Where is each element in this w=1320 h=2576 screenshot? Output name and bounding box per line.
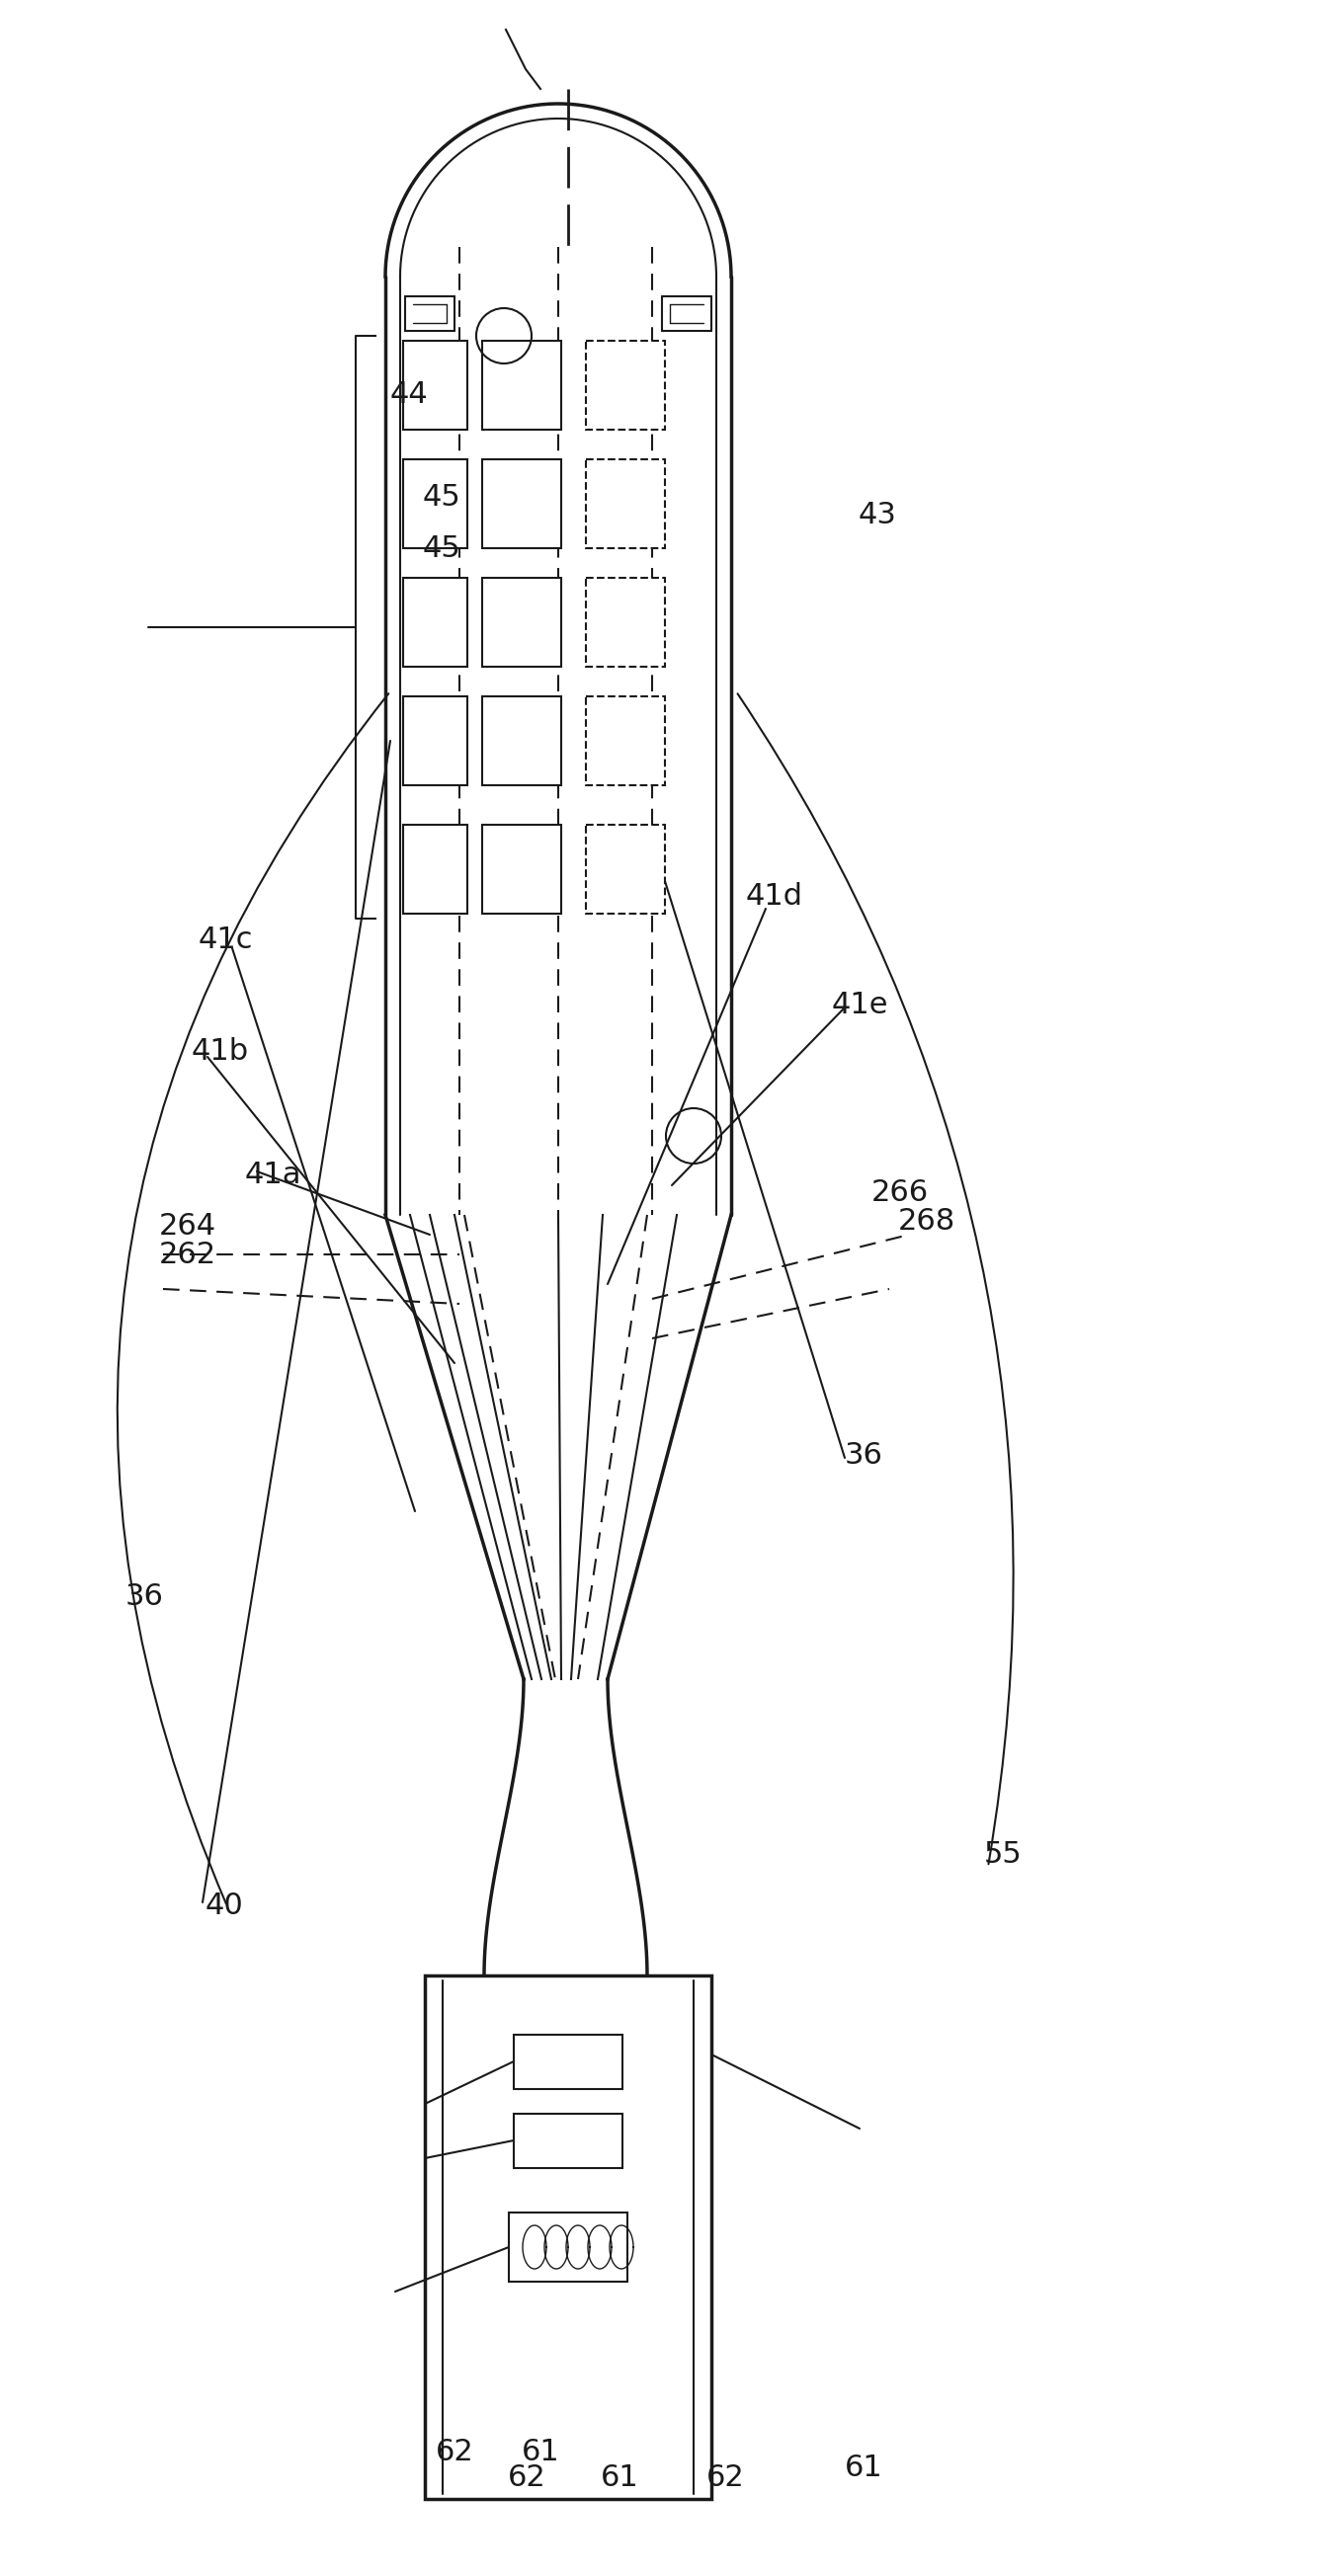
Text: 40: 40 <box>205 1891 243 1922</box>
Bar <box>508 2213 627 2282</box>
Text: 41b: 41b <box>191 1036 249 1066</box>
Bar <box>425 1976 711 2499</box>
Text: 61: 61 <box>521 2437 560 2468</box>
Text: 41c: 41c <box>198 925 253 956</box>
Text: 41e: 41e <box>832 989 888 1020</box>
Text: 264: 264 <box>158 1211 216 1242</box>
Text: 62: 62 <box>508 2463 546 2494</box>
Bar <box>586 340 665 430</box>
Text: 45: 45 <box>422 533 461 564</box>
Text: 61: 61 <box>845 2452 883 2483</box>
Text: 41d: 41d <box>746 881 803 912</box>
Bar <box>586 824 665 914</box>
Text: 45: 45 <box>422 482 461 513</box>
Bar <box>403 340 467 430</box>
Text: 36: 36 <box>125 1582 164 1613</box>
Bar <box>586 696 665 786</box>
Text: 36: 36 <box>845 1440 883 1471</box>
Text: 268: 268 <box>898 1206 956 1236</box>
Bar <box>482 459 561 549</box>
Text: 55: 55 <box>983 1839 1022 1870</box>
Bar <box>403 459 467 549</box>
Text: 43: 43 <box>858 500 896 531</box>
Bar <box>586 459 665 549</box>
Text: 41a: 41a <box>244 1159 301 1190</box>
Text: 266: 266 <box>871 1177 929 1208</box>
Bar <box>403 696 467 786</box>
Text: 62: 62 <box>436 2437 474 2468</box>
Bar <box>482 577 561 667</box>
Text: 262: 262 <box>158 1239 216 1270</box>
Bar <box>513 2115 623 2169</box>
Text: 44: 44 <box>389 379 428 410</box>
Text: 61: 61 <box>601 2463 639 2494</box>
Bar <box>482 340 561 430</box>
Bar <box>482 824 561 914</box>
Bar <box>403 577 467 667</box>
Bar <box>586 577 665 667</box>
Text: 62: 62 <box>706 2463 744 2494</box>
Bar <box>403 824 467 914</box>
Bar <box>482 696 561 786</box>
Bar <box>513 2035 623 2089</box>
